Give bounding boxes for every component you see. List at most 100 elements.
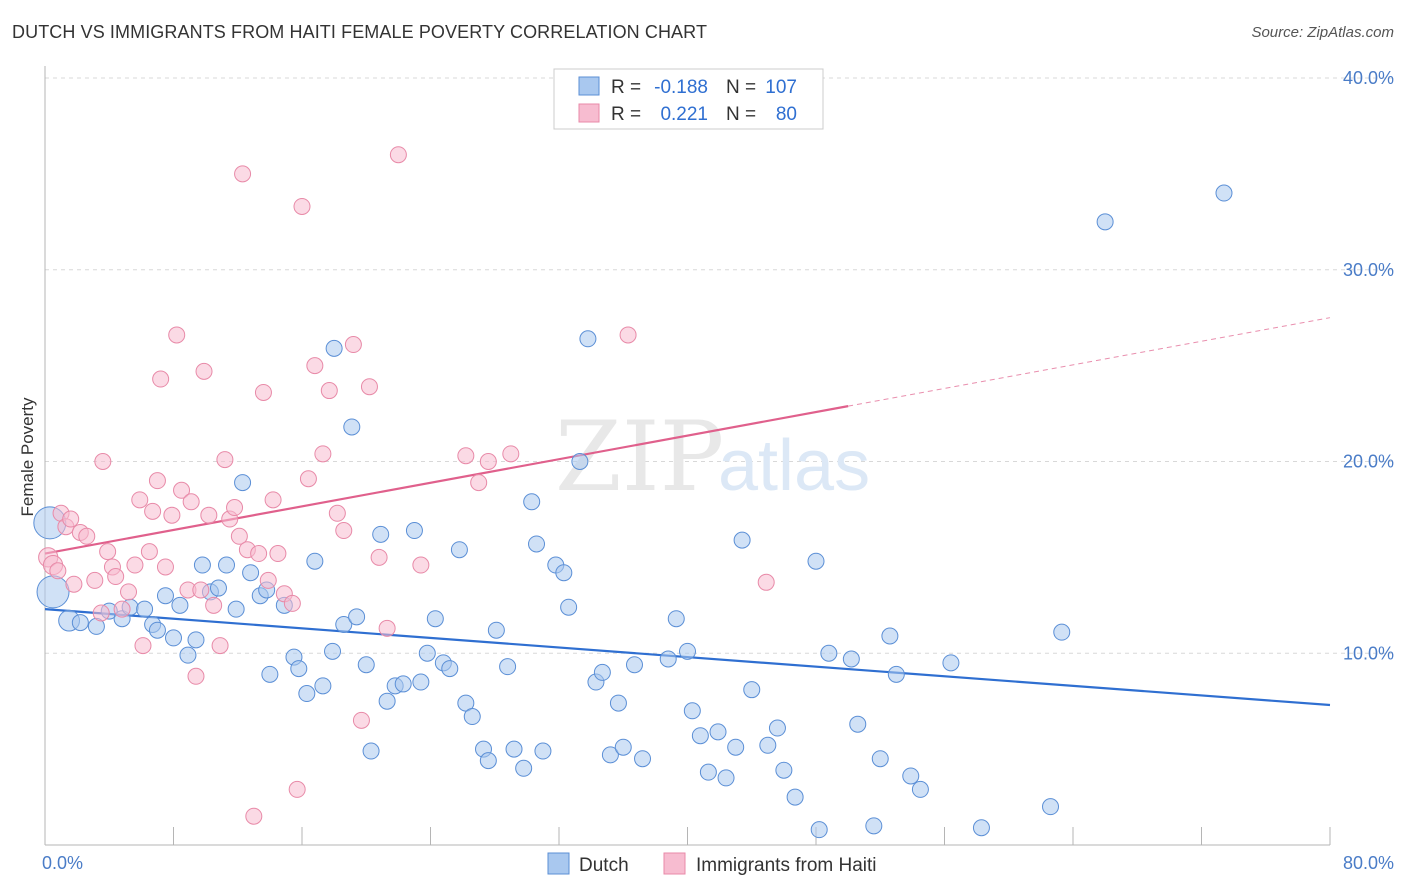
haiti-point — [144, 502, 162, 520]
haiti-point — [182, 493, 200, 511]
dutch-point — [555, 564, 573, 582]
dutch-point — [1042, 798, 1060, 816]
dutch-point — [902, 767, 920, 785]
haiti-point — [306, 357, 324, 375]
legend-r-label-dutch: R = — [611, 77, 641, 98]
dutch-point — [1053, 623, 1071, 641]
haiti-point — [113, 600, 131, 618]
dutch-point — [362, 742, 380, 760]
haiti-point — [49, 562, 67, 580]
dutch-point — [479, 752, 497, 770]
dutch-point — [357, 656, 375, 674]
haiti-point — [134, 637, 152, 655]
dutch-point — [261, 665, 279, 683]
dutch-point — [593, 663, 611, 681]
haiti-point — [126, 556, 144, 574]
legend-r-value-haiti: 0.221 — [660, 104, 708, 125]
haiti-point — [120, 583, 138, 601]
dutch-point — [405, 522, 423, 540]
haiti-point — [479, 453, 497, 470]
haiti-point — [230, 527, 248, 545]
dutch-point — [335, 615, 353, 633]
series-dutch-points — [33, 184, 1233, 839]
dutch-point — [972, 819, 990, 837]
dutch-point — [136, 600, 154, 618]
haiti-point — [140, 543, 158, 561]
dutch-point — [148, 621, 166, 639]
dutch-point — [625, 656, 643, 674]
dutch-point — [679, 642, 696, 660]
haiti-point — [283, 594, 301, 612]
dutch-point — [810, 821, 828, 839]
haiti-point — [192, 581, 210, 599]
haiti-point — [195, 362, 213, 380]
bottom-legend-swatch-dutch — [547, 852, 570, 875]
dutch-point — [534, 742, 552, 760]
haiti-point — [293, 197, 311, 215]
dutch-point — [306, 552, 324, 570]
haiti-point — [168, 326, 186, 344]
haiti-point — [619, 326, 637, 344]
y-tick-labels: 10.0% 20.0% 30.0% 40.0% — [1343, 68, 1394, 663]
dutch-point — [560, 598, 578, 616]
legend-n-value-haiti: 80 — [776, 104, 797, 125]
dutch-point — [348, 608, 366, 626]
dutch-point — [871, 750, 889, 768]
series-legend: Dutch Immigrants from Haiti — [547, 852, 877, 876]
dutch-point — [179, 646, 197, 664]
bottom-legend-label-dutch: Dutch — [579, 855, 629, 876]
y-tick-label: 40.0% — [1343, 68, 1394, 88]
dutch-point — [759, 736, 777, 754]
haiti-point — [148, 472, 166, 490]
dutch-point — [691, 727, 709, 745]
dutch-point — [290, 660, 308, 678]
haiti-point — [187, 667, 205, 685]
dutch-point — [659, 650, 677, 668]
y-tick-label: 10.0% — [1343, 643, 1394, 663]
source-note: Source: ZipAtlas.com — [1251, 24, 1394, 41]
dutch-point — [418, 644, 436, 662]
dutch-point — [165, 629, 182, 647]
dutch-point — [343, 418, 361, 436]
haiti-point — [92, 604, 110, 622]
haiti-point — [412, 556, 430, 574]
haiti-point — [78, 527, 96, 545]
dutch-point — [717, 769, 735, 787]
haiti-point — [259, 571, 277, 589]
dutch-point — [614, 738, 632, 756]
dutch-point — [298, 685, 316, 703]
haiti-point — [502, 445, 520, 463]
y-tick-label: 30.0% — [1343, 260, 1394, 280]
dutch-point — [227, 600, 245, 618]
dutch-point — [1096, 213, 1114, 231]
haiti-point — [757, 573, 775, 591]
haiti-point — [156, 558, 174, 576]
legend-swatch-haiti — [578, 103, 600, 123]
axes — [44, 66, 1331, 846]
legend-n-label-dutch: N = — [726, 77, 756, 98]
dutch-point — [394, 675, 412, 693]
haiti-point — [328, 504, 346, 522]
haiti-point — [457, 447, 475, 465]
haiti-point — [335, 522, 353, 540]
dutch-point — [528, 535, 546, 553]
dutch-point — [683, 702, 701, 720]
x-tick-label: 0.0% — [42, 853, 83, 873]
bottom-legend-swatch-haiti — [663, 852, 686, 875]
dutch-point — [786, 788, 804, 806]
haiti-point — [470, 474, 488, 492]
dutch-point — [865, 817, 883, 835]
dutch-point — [499, 658, 517, 676]
haiti-point — [389, 146, 407, 164]
haiti-point — [250, 545, 268, 563]
x-tick-labels: 0.0% 80.0% — [42, 853, 1394, 873]
haiti-point — [245, 807, 263, 825]
dutch-point — [412, 673, 430, 691]
dutch-point — [171, 596, 189, 614]
watermark-atlas: atlas — [718, 426, 870, 506]
dutch-point — [426, 610, 444, 628]
dutch-point — [242, 564, 260, 582]
haiti-point — [205, 596, 223, 614]
dutch-point — [667, 610, 685, 628]
dutch-point — [820, 644, 838, 662]
